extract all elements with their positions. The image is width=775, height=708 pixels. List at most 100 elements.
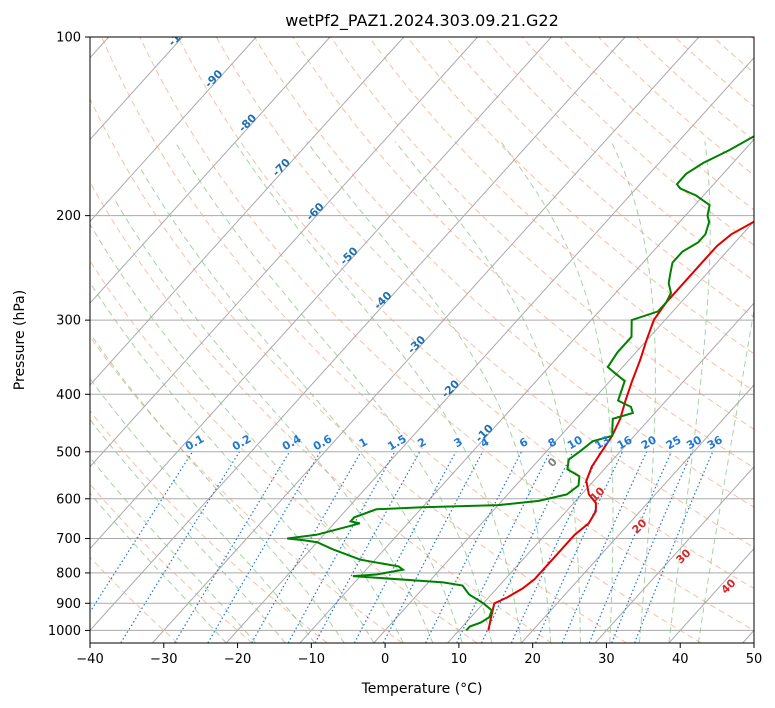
moist-adiabat-line [610,141,656,643]
isotherm-line [152,37,700,643]
mixing-ratio-line [90,451,194,614]
isotherm-line [594,466,754,643]
isotherm-line [742,629,754,643]
dry-adiabat-line [712,37,754,74]
mixing-ratio-label: 0.6 [311,432,335,453]
moist-adiabat-line [113,197,434,643]
isotherm-line [299,138,754,643]
mixing-ratio-label: 4 [478,435,491,450]
isotherm-line [520,384,754,643]
mixing-ratio-line [588,451,672,643]
mixing-ratio-label: 0.4 [280,432,304,453]
moist-adiabat-line [668,141,711,643]
dry-adiabat-line [407,37,754,355]
dry-adiabat-line [330,37,754,430]
moist-adiabat-line [306,141,552,643]
mixing-ratio-label: 25 [664,433,684,452]
mixing-ratio-label: 0.1 [183,432,206,453]
mixing-ratio-line [456,451,551,643]
mixing-ratio-line [251,451,362,643]
isotherm-label: -40 [371,289,394,312]
isotherm-line [90,37,552,550]
mixing-ratio-line [510,451,601,643]
moist-adiabat-line [697,306,754,643]
y-axis-label: Pressure (hPa) [12,290,28,390]
mixing-ratio-label: 8 [546,435,559,450]
moist-adiabat-line [174,141,493,643]
y-tick-label: 1000 [48,624,81,639]
mixing-ratio-label: 16 [615,433,635,452]
y-tick-label: 200 [56,209,81,224]
mixing-ratio-line [314,451,421,643]
isotherm-line [90,37,405,386]
dry-adiabat-line [101,37,702,643]
y-tick-label: 700 [56,532,81,547]
moist-adiabat-line [90,281,375,643]
dry-adiabat-line [483,37,754,282]
mixing-ratio-label: 1 [357,435,370,450]
dry-adiabat-line [90,483,253,643]
mixing-ratio-line [287,451,396,643]
dry-adiabat-line [368,37,754,392]
mixing-ratio-line [174,451,291,643]
moist-adiabat-line [500,141,614,643]
mixing-ratio-label: 2 [415,435,428,450]
x-tick-label: 0 [381,652,389,667]
y-tick-label: 100 [56,31,81,46]
mixing-ratio-line [611,451,693,643]
x-tick-label: −20 [224,652,251,667]
moist-adiabat-line [394,141,581,643]
x-tick-label: 10 [451,652,468,667]
moist-adiabat-label: 10 [588,484,608,504]
isotherm-line [90,37,478,468]
moist-adiabat-line [90,377,316,643]
y-tick-label: 900 [56,597,81,612]
dry-adiabat-line [177,37,754,590]
mixing-ratio-label: 20 [639,433,659,452]
x-tick-label: −40 [76,652,103,667]
mixing-ratio-line [634,451,714,643]
mixing-ratio-line [480,451,574,643]
moist-adiabat-label: 30 [674,546,694,566]
mixing-ratio-line [207,451,321,643]
y-axis: 100 200 300 400 500 600 700 800 900 1000 [48,31,90,639]
x-tick-label: −10 [298,652,325,667]
chart-title: wetPf2_PAZ1.2024.303.09.21.G22 [285,11,559,31]
isotherm-label: -30 [405,333,428,356]
isotherm-line [90,37,626,632]
moist-adiabat-line [90,332,345,643]
dry-adiabat-line [90,259,478,643]
dry-adiabat-line [139,37,754,631]
mixing-ratio-label: 1.5 [385,432,408,453]
dry-adiabat-line [750,37,754,40]
y-tick-label: 400 [56,388,81,403]
isotherm-line [90,37,257,223]
dry-adiabat-line [254,37,754,508]
plot-frame [89,36,755,644]
isotherm-line [225,56,754,643]
moist-adiabat-line [90,492,227,643]
isotherm-label: -70 [270,156,293,179]
mixing-ratio-label: 3 [452,435,465,450]
dry-adiabat-line [90,335,403,643]
mixing-ratio-line [382,451,484,643]
dry-adiabat-line [90,410,328,643]
y-tick-label: 800 [56,566,81,581]
x-axis: −40 −30 −20 −10 0 10 20 30 40 50 [76,643,762,667]
isotherm-label: -50 [337,244,360,267]
mixing-ratio-line [561,451,648,643]
x-tick-label: 40 [672,652,689,667]
dry-adiabat-line [559,37,754,211]
dry-adiabat-line [90,181,552,643]
moist-adiabat-line [138,166,463,643]
y-tick-label: 600 [56,492,81,507]
moist-adiabat-line [90,456,257,643]
plot-area: -100-90-80-70-60-50-40-30-20-100.1 0.2 0.4… [90,37,754,643]
y-tick-label: 500 [56,445,81,460]
isotherm-label: -80 [236,111,259,134]
x-tick-label: 50 [746,652,763,667]
mixing-ratio-line [120,451,241,643]
x-tick-label: 20 [524,652,541,667]
dry-adiabat-line [598,37,754,176]
